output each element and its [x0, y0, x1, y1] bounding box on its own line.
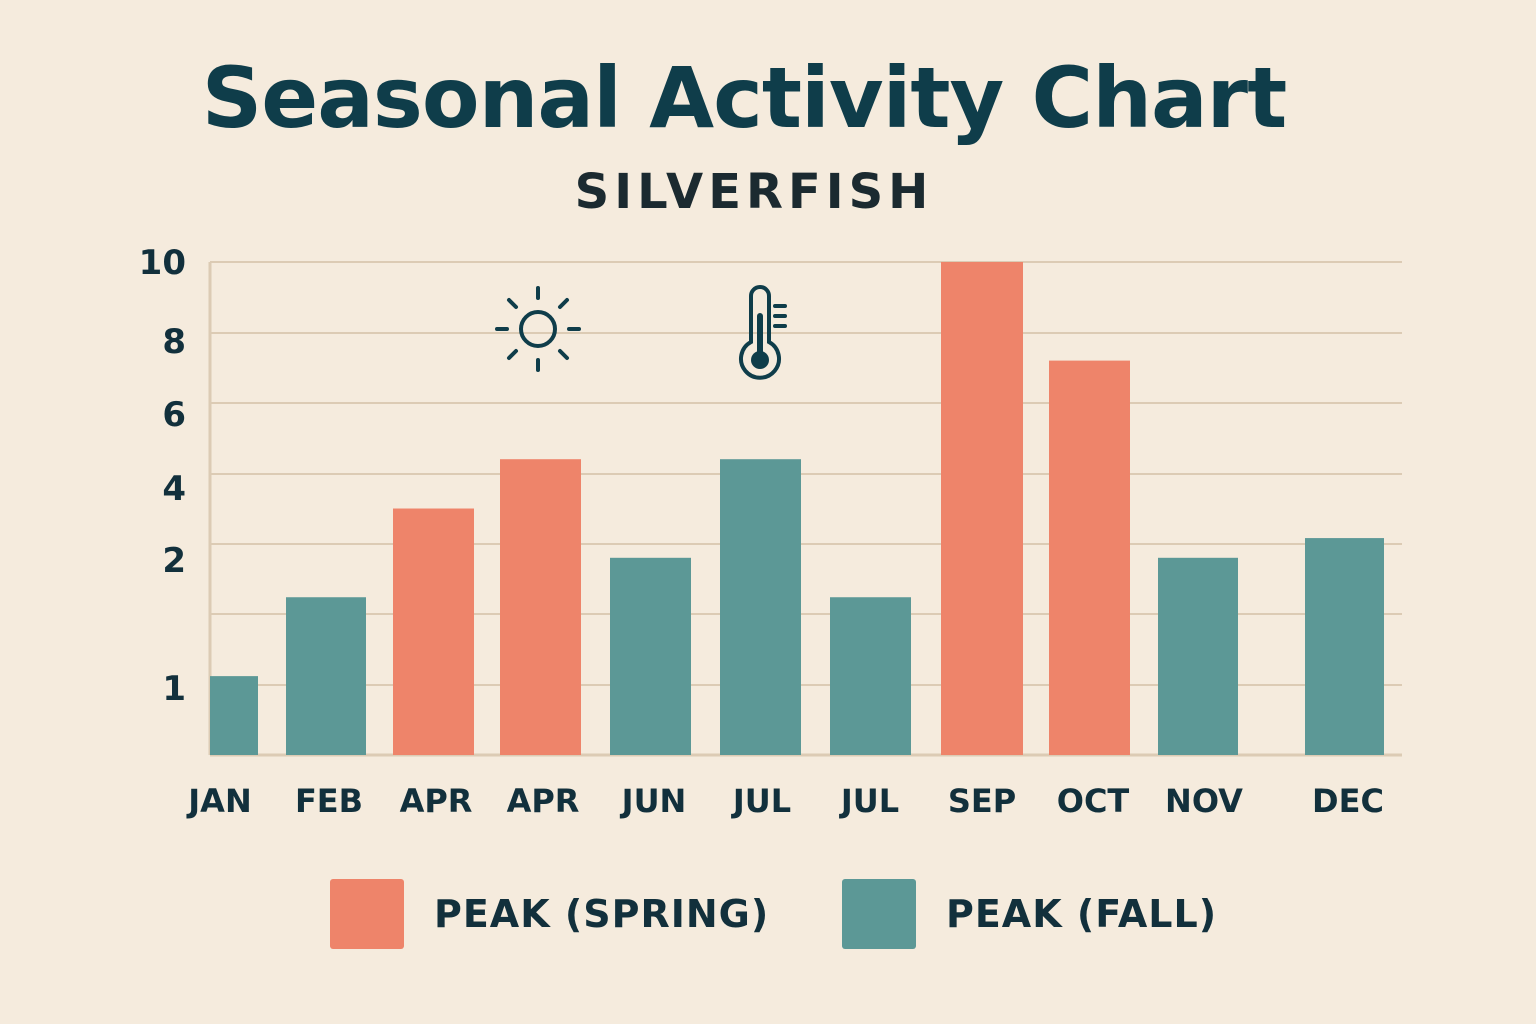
y-tick-label: 10: [139, 243, 186, 283]
x-tick-label: JUL: [731, 782, 791, 820]
bars: [210, 262, 1384, 755]
x-tick-label: NOV: [1165, 782, 1243, 820]
bar-jul-5: [720, 459, 801, 755]
bar-chart: 1 2 4 6 8 10 JAN FEB APR APR JUN JUL JUL SEP OCT NOV DE…: [139, 243, 1402, 820]
legend-label-fall: PEAK (FALL): [946, 892, 1218, 936]
y-tick-label: 1: [162, 669, 186, 709]
bar-apr-2: [393, 508, 474, 755]
thermometer-icon: [739, 285, 787, 380]
y-tick-label: 6: [162, 395, 186, 435]
legend-swatch-spring: [330, 879, 404, 949]
sun-icon: [495, 286, 581, 372]
x-tick-label: JUN: [620, 782, 687, 820]
x-tick-label: DEC: [1312, 782, 1384, 820]
bar-nov-9: [1158, 557, 1238, 755]
legend-label-spring: PEAK (SPRING): [434, 892, 770, 936]
chart-title: Seasonal Activity Chart: [201, 49, 1288, 147]
bar-apr-3: [500, 459, 581, 755]
bar-jan-0: [210, 676, 258, 755]
bar-dec-10: [1305, 538, 1384, 755]
x-tick-label: SEP: [948, 782, 1016, 820]
bar-sep-7: [941, 262, 1023, 755]
x-tick-label: JUL: [839, 782, 899, 820]
bar-oct-8: [1049, 360, 1130, 755]
legend-item-fall: PEAK (FALL): [842, 878, 1217, 950]
bar-feb-1: [286, 597, 366, 755]
y-axis-ticks: 1 2 4 6 8 10: [139, 243, 186, 709]
x-tick-label: FEB: [295, 782, 363, 820]
x-tick-label: APR: [507, 782, 580, 820]
y-tick-label: 4: [162, 469, 186, 509]
bar-jun-4: [610, 557, 691, 755]
legend-item-spring: PEAK (SPRING): [330, 878, 769, 950]
x-tick-label: APR: [400, 782, 473, 820]
y-tick-label: 2: [162, 541, 186, 581]
legend-swatch-fall: [842, 879, 916, 949]
legend: PEAK (SPRING) PEAK (FALL): [0, 878, 1536, 950]
chart-subtitle: SILVERFISH: [574, 164, 934, 220]
x-tick-label: OCT: [1057, 782, 1130, 820]
x-tick-label: JAN: [186, 782, 251, 820]
x-axis-ticks: JAN FEB APR APR JUN JUL JUL SEP OCT NOV DEC: [186, 782, 1384, 820]
y-tick-label: 8: [162, 322, 186, 362]
bar-jul-6: [830, 597, 911, 755]
